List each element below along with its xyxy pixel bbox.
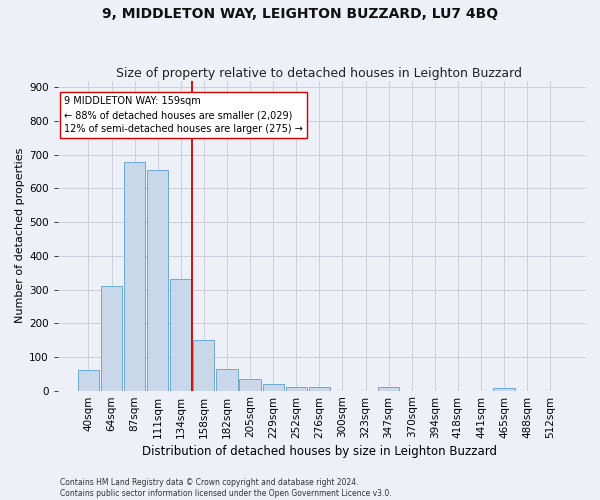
Bar <box>147 170 169 390</box>
Text: 9 MIDDLETON WAY: 159sqm
← 88% of detached houses are smaller (2,029)
12% of semi: 9 MIDDLETON WAY: 159sqm ← 88% of detache… <box>64 96 303 134</box>
Text: 9, MIDDLETON WAY, LEIGHTON BUZZARD, LU7 4BQ: 9, MIDDLETON WAY, LEIGHTON BUZZARD, LU7 … <box>102 8 498 22</box>
Bar <box>217 368 238 390</box>
Text: Contains HM Land Registry data © Crown copyright and database right 2024.
Contai: Contains HM Land Registry data © Crown c… <box>60 478 392 498</box>
Bar <box>239 379 260 390</box>
Y-axis label: Number of detached properties: Number of detached properties <box>15 148 25 324</box>
Bar <box>78 370 99 390</box>
Bar <box>101 286 122 391</box>
Bar <box>309 386 330 390</box>
Bar <box>493 388 515 390</box>
Title: Size of property relative to detached houses in Leighton Buzzard: Size of property relative to detached ho… <box>116 66 523 80</box>
Bar <box>378 387 399 390</box>
Bar <box>263 384 284 390</box>
Bar <box>286 386 307 390</box>
Bar <box>193 340 214 390</box>
X-axis label: Distribution of detached houses by size in Leighton Buzzard: Distribution of detached houses by size … <box>142 444 497 458</box>
Bar <box>170 280 191 390</box>
Bar <box>124 162 145 390</box>
